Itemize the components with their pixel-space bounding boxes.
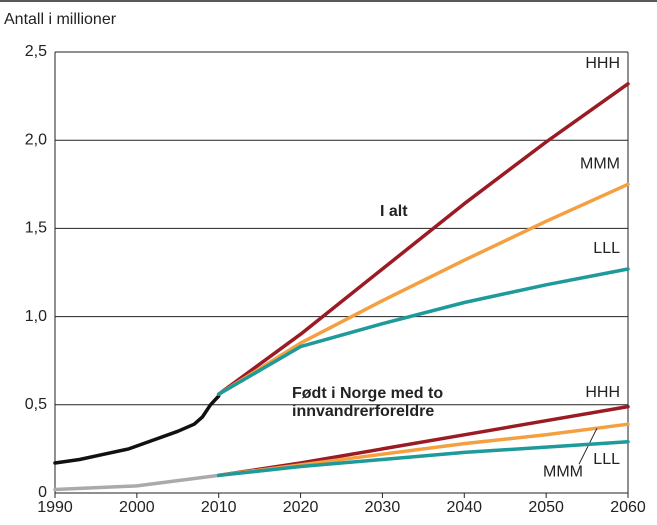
- series-label: LLL: [593, 451, 620, 468]
- x-tick-label: 2050: [528, 499, 564, 516]
- series-label: HHH: [585, 384, 620, 401]
- annotation: I alt: [380, 203, 408, 220]
- y-axis-label: Antall i millioner: [4, 11, 117, 28]
- series-label: LLL: [593, 240, 620, 257]
- series-label: MMM: [543, 463, 583, 480]
- series-line: [216, 182, 630, 396]
- leader-line: [578, 427, 598, 465]
- y-tick-label: 0: [38, 484, 47, 501]
- x-tick-label: 2060: [610, 499, 646, 516]
- y-tick-label: 1,5: [25, 220, 47, 237]
- y-tick-label: 1,0: [25, 308, 47, 325]
- series-label: MMM: [580, 156, 620, 173]
- y-tick-label: 2,5: [25, 43, 47, 60]
- series-label: HHH: [585, 55, 620, 72]
- y-tick-label: 0,5: [25, 396, 47, 413]
- series-line: [53, 473, 221, 492]
- annotation: Født i Norge med to: [292, 385, 443, 402]
- x-tick-label: 2030: [365, 499, 401, 516]
- x-tick-label: 2000: [119, 499, 155, 516]
- x-tick-label: 1990: [37, 499, 73, 516]
- series-line: [216, 267, 630, 396]
- series-line: [53, 394, 221, 465]
- x-tick-label: 2020: [283, 499, 319, 516]
- annotation: innvandrerforeldre: [292, 403, 434, 420]
- series-line: [216, 440, 630, 478]
- x-tick-label: 2010: [201, 499, 237, 516]
- x-tick-label: 2040: [446, 499, 482, 516]
- series-line: [216, 82, 630, 396]
- y-tick-label: 2,0: [25, 131, 47, 148]
